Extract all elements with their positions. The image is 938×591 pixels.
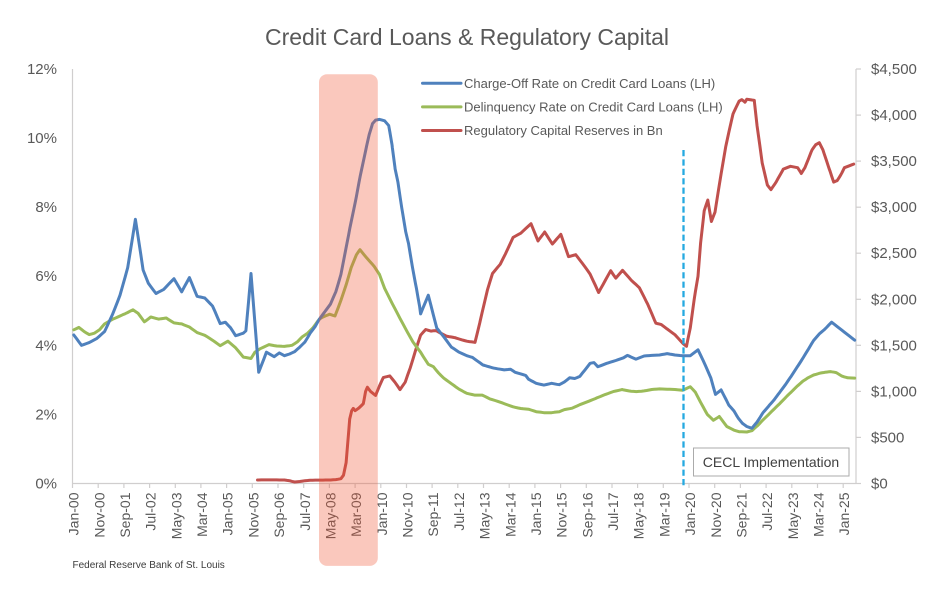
svg-text:10%: 10% bbox=[27, 130, 57, 147]
svg-text:Delinquency Rate on Credit Car: Delinquency Rate on Credit Card Loans (L… bbox=[464, 99, 723, 114]
svg-text:$1,000: $1,000 bbox=[871, 383, 917, 400]
svg-text:Charge-Off Rate on Credit Card: Charge-Off Rate on Credit Card Loans (LH… bbox=[464, 76, 715, 91]
svg-text:$1,500: $1,500 bbox=[871, 337, 917, 354]
svg-text:Jul-07: Jul-07 bbox=[297, 492, 313, 530]
svg-text:Sep-01: Sep-01 bbox=[117, 492, 133, 537]
svg-text:Mar-04: Mar-04 bbox=[194, 492, 210, 537]
svg-text:Regulatory Capital Reserves in: Regulatory Capital Reserves in Bn bbox=[464, 123, 663, 138]
svg-text:12%: 12% bbox=[27, 61, 57, 78]
svg-text:Jan-15: Jan-15 bbox=[528, 492, 544, 535]
svg-text:Jan-00: Jan-00 bbox=[66, 492, 82, 535]
svg-text:8%: 8% bbox=[35, 199, 57, 216]
svg-text:Mar-24: Mar-24 bbox=[811, 492, 827, 537]
svg-text:4%: 4% bbox=[35, 337, 57, 354]
svg-text:May-18: May-18 bbox=[631, 492, 647, 539]
svg-text:Sep-11: Sep-11 bbox=[425, 492, 441, 536]
svg-text:Mar-14: Mar-14 bbox=[502, 492, 518, 537]
svg-text:$3,000: $3,000 bbox=[871, 199, 917, 216]
svg-text:$2,500: $2,500 bbox=[871, 245, 917, 262]
svg-text:Jan-25: Jan-25 bbox=[836, 492, 852, 535]
svg-text:Sep-06: Sep-06 bbox=[271, 492, 287, 537]
svg-text:Sep-16: Sep-16 bbox=[579, 492, 595, 537]
svg-text:6%: 6% bbox=[35, 268, 57, 285]
svg-text:Mar-19: Mar-19 bbox=[656, 492, 672, 537]
svg-text:Nov-20: Nov-20 bbox=[708, 492, 724, 537]
svg-text:Federal Reserve Bank of St. Lo: Federal Reserve Bank of St. Louis bbox=[73, 560, 225, 571]
svg-text:Mar-09: Mar-09 bbox=[348, 492, 364, 537]
svg-text:CECL Implementation: CECL Implementation bbox=[703, 454, 839, 470]
svg-text:$2,000: $2,000 bbox=[871, 291, 917, 308]
svg-text:Nov-05: Nov-05 bbox=[245, 492, 261, 537]
svg-text:2%: 2% bbox=[35, 406, 57, 423]
svg-text:Credit Card Loans & Regulatory: Credit Card Loans & Regulatory Capital bbox=[265, 24, 669, 50]
svg-text:Nov-15: Nov-15 bbox=[554, 492, 570, 537]
svg-text:Jul-17: Jul-17 bbox=[605, 492, 621, 530]
svg-text:Jul-22: Jul-22 bbox=[759, 492, 775, 530]
svg-text:May-13: May-13 bbox=[477, 492, 493, 539]
svg-text:Jul-02: Jul-02 bbox=[143, 492, 159, 530]
svg-text:Jan-05: Jan-05 bbox=[220, 492, 236, 535]
svg-text:Jan-20: Jan-20 bbox=[682, 492, 698, 535]
svg-text:May-23: May-23 bbox=[785, 492, 801, 539]
svg-text:May-03: May-03 bbox=[168, 492, 184, 539]
svg-text:$500: $500 bbox=[871, 429, 904, 446]
svg-text:Nov-00: Nov-00 bbox=[91, 492, 107, 537]
svg-text:Sep-21: Sep-21 bbox=[734, 492, 750, 537]
svg-text:$0: $0 bbox=[871, 476, 888, 493]
svg-text:Nov-10: Nov-10 bbox=[400, 492, 416, 537]
svg-text:Jul-12: Jul-12 bbox=[451, 492, 467, 530]
svg-text:May-08: May-08 bbox=[323, 492, 339, 539]
svg-text:$4,500: $4,500 bbox=[871, 61, 917, 78]
svg-text:0%: 0% bbox=[35, 476, 57, 493]
svg-text:$4,000: $4,000 bbox=[871, 107, 917, 124]
svg-text:$3,500: $3,500 bbox=[871, 153, 917, 170]
svg-text:Jan-10: Jan-10 bbox=[374, 492, 390, 535]
